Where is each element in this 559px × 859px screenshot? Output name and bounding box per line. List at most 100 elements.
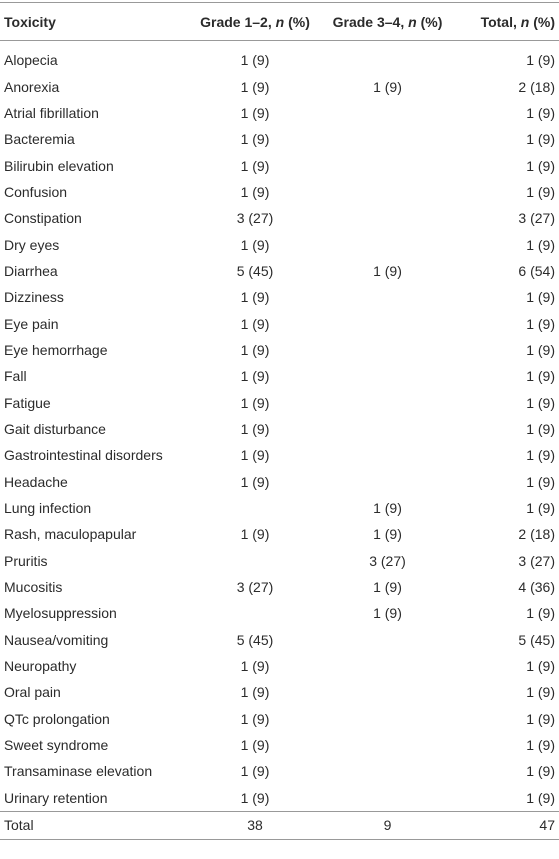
row-label-text: Nausea/vomiting [4,631,109,648]
data-row: Transaminase elevation 1 (9) 1 (9) [0,758,559,784]
cell-value: 1 (9) [526,157,555,174]
cell: 6 (54) [455,258,559,284]
data-row: Mucositis 3 (27) 1 (9) 4 (36) [0,574,559,600]
cell-value: 1 (9) [373,526,402,543]
row-label-text: QTc prolongation [4,710,110,727]
data-row: Headache 1 (9) 1 (9) [0,469,559,495]
table-header: Toxicity Grade 1–2, n (%) Grade 3–4, n (%)… [0,2,559,41]
cell: 1 (9) [190,363,320,389]
data-row: Alopecia 1 (9) 1 (9) [0,41,559,74]
row-label-text: Dry eyes [4,236,60,253]
cell: 1 (9) [190,389,320,415]
cell-value: 47 [539,817,555,834]
cell: 1 (9) [455,495,559,521]
cell-value: 1 (9) [373,500,402,517]
cell-value: 1 (9) [240,236,270,253]
cell: 1 (9) [455,152,559,178]
cell [320,126,455,152]
row-label: Oral pain [0,679,190,705]
cell-value: 3 (27) [369,552,406,569]
cell-value: 1 (9) [240,658,270,675]
cell: 1 (9) [320,574,455,600]
cell-value: 1 (9) [526,341,555,358]
cell [320,337,455,363]
cell [320,363,455,389]
data-row: Urinary retention 1 (9) 1 (9) [0,785,559,812]
row-label: Gait disturbance [0,416,190,442]
data-row: Oral pain 1 (9) 1 (9) [0,679,559,705]
row-label: Pruritis [0,548,190,574]
cell: 1 (9) [455,41,559,74]
cell-value: 1 (9) [240,289,270,306]
cell-value: 5 (45) [236,262,274,279]
header-cell: Toxicity [0,3,190,41]
header-text: (%) [416,13,443,30]
row-label-text: Fall [4,368,27,385]
row-label: Fall [0,363,190,389]
cell-value: 1 (9) [526,289,555,306]
row-label: Headache [0,469,190,495]
cell [320,442,455,468]
header-row: Toxicity Grade 1–2, n (%) Grade 3–4, n (%)… [0,2,559,41]
total-row: Total 38 9 47 [0,811,559,840]
cell-value: 5 (45) [236,631,274,648]
data-row: Lung infection 1 (9) 1 (9) [0,495,559,521]
cell: 1 (9) [190,653,320,679]
cell-value: 1 (9) [373,605,402,622]
cell: 1 (9) [190,73,320,99]
cell-value: 1 (9) [240,789,270,806]
header-cell: Grade 1–2, n (%) [190,3,320,41]
cell [320,785,455,812]
cell: 1 (9) [455,100,559,126]
cell [320,389,455,415]
row-label-text: Bilirubin elevation [4,157,114,174]
header-text: Total, [480,13,521,30]
cell: 1 (9) [455,679,559,705]
cell: 1 (9) [455,469,559,495]
row-label-text: Pruritis [4,552,48,569]
cell: 1 (9) [455,363,559,389]
data-row: Diarrhea 5 (45) 1 (9) 6 (54) [0,258,559,284]
row-label-text: Eye hemorrhage [4,341,108,358]
row-label: Bilirubin elevation [0,152,190,178]
row-label-text: Anorexia [4,78,60,95]
cell: 1 (9) [455,758,559,784]
data-row: Gait disturbance 1 (9) 1 (9) [0,416,559,442]
cell-value: 1 (9) [240,157,270,174]
data-row: Bacteremia 1 (9) 1 (9) [0,126,559,152]
cell [190,600,320,626]
row-label: Rash, maculopapular [0,521,190,547]
row-label-text: Fatigue [4,394,51,411]
cell [320,310,455,336]
cell: 1 (9) [455,284,559,310]
cell [320,758,455,784]
cell: 1 (9) [455,442,559,468]
header-text: (%) [529,13,555,30]
row-label: Transaminase elevation [0,758,190,784]
cell: 1 (9) [190,732,320,758]
cell: 1 (9) [455,732,559,758]
cell-value: 1 (9) [240,104,270,121]
row-label-text: Atrial fibrillation [4,104,99,121]
cell-value: 1 (9) [240,737,270,754]
row-label-text: Rash, maculopapular [4,526,137,543]
data-row: Constipation 3 (27) 3 (27) [0,205,559,231]
cell: 1 (9) [190,679,320,705]
cell-value: 1 (9) [526,394,555,411]
row-label: QTc prolongation [0,706,190,732]
data-row: Eye pain 1 (9) 1 (9) [0,310,559,336]
row-label: Eye pain [0,310,190,336]
cell-value: 1 (9) [240,131,270,148]
cell: 1 (9) [190,310,320,336]
cell-value: 1 (9) [526,605,555,622]
row-label: Nausea/vomiting [0,627,190,653]
row-label: Neuropathy [0,653,190,679]
row-label-text: Transaminase elevation [4,763,153,780]
row-label: Alopecia [0,41,190,74]
row-label: Bacteremia [0,126,190,152]
cell-value: 1 (9) [240,52,270,69]
row-label: Urinary retention [0,785,190,812]
toxicity-table: Toxicity Grade 1–2, n (%) Grade 3–4, n (%)… [0,2,559,840]
cell: 1 (9) [455,653,559,679]
cell: 1 (9) [455,179,559,205]
